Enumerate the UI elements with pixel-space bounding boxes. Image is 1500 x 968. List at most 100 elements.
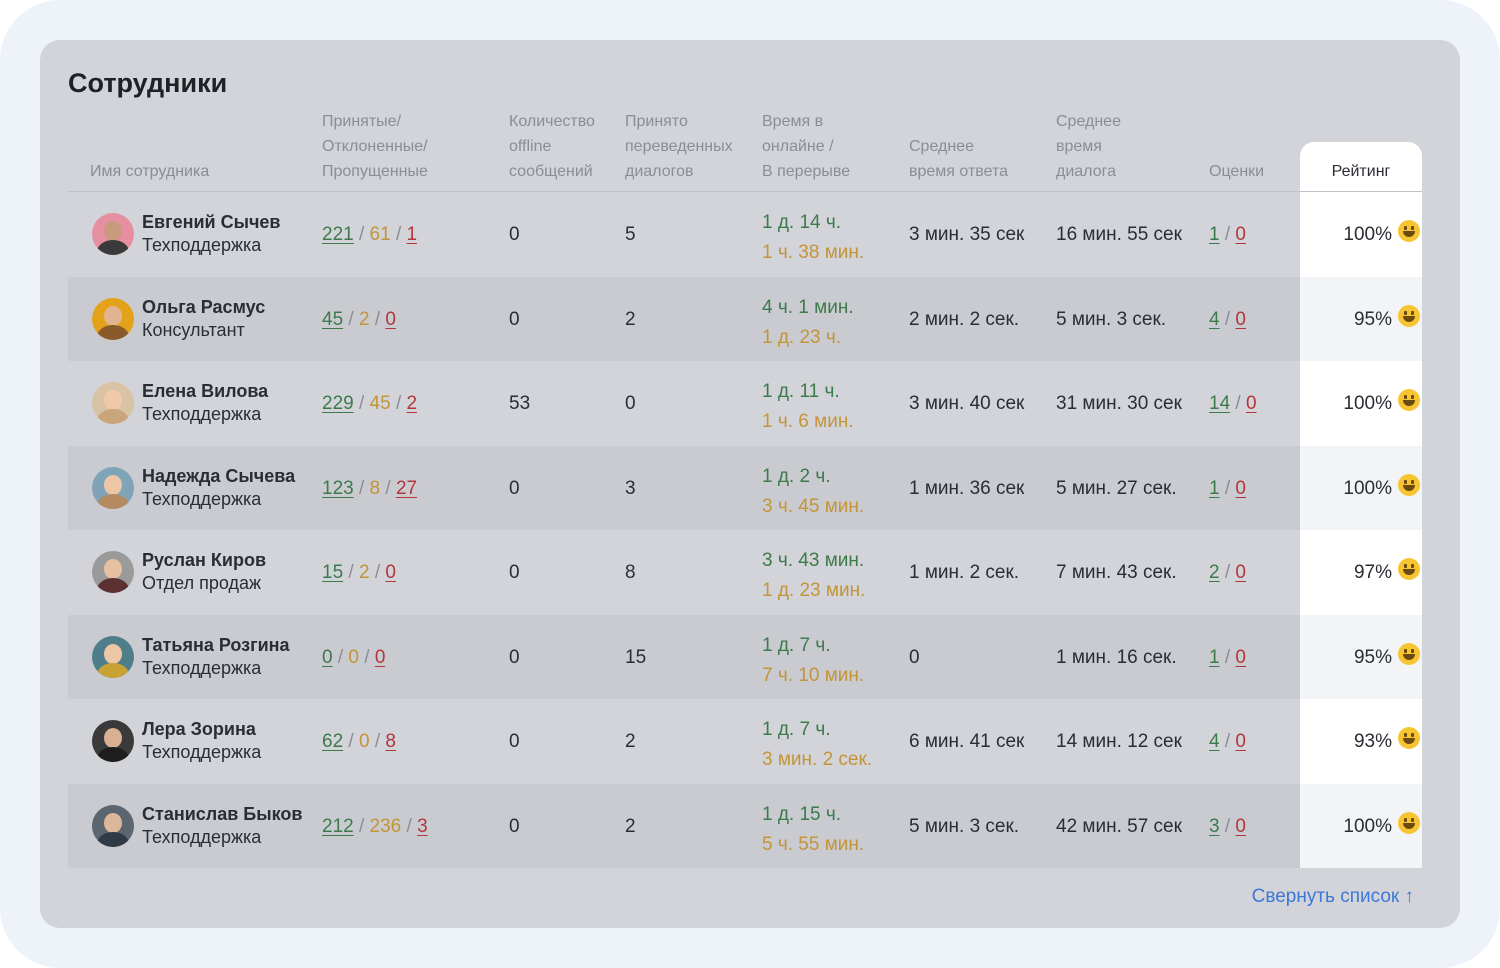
rating-value: 100%: [1343, 815, 1392, 837]
smiley-icon: [1398, 642, 1420, 665]
accepted-rejected-missed: 62 / 0 / 8: [322, 731, 396, 752]
missed-link[interactable]: 0: [385, 562, 396, 583]
collapse-list-link[interactable]: Свернуть список ↑: [1251, 886, 1414, 907]
break-time: 1 ч. 38 мин.: [762, 242, 865, 263]
accepted-link[interactable]: 221: [322, 224, 354, 245]
avatar-body: [97, 409, 129, 424]
avg-dialog-time: 14 мин. 12 сек: [1056, 731, 1182, 752]
missed-link[interactable]: 8: [385, 731, 396, 752]
missed-link[interactable]: 2: [406, 393, 418, 414]
accepted-rejected-missed: 212 / 236 / 3: [322, 815, 428, 837]
missed-link[interactable]: 3: [417, 815, 428, 837]
table-row[interactable]: Ольга Расмус Консультант 45 / 2 / 0 0 2 …: [68, 276, 1422, 361]
avatar-head: [104, 812, 122, 833]
marks: 1 / 0: [1209, 646, 1246, 668]
negative-marks-link[interactable]: 0: [1245, 393, 1257, 414]
header-name: Имя сотрудника: [90, 163, 210, 180]
accepted-link[interactable]: 62: [322, 731, 344, 752]
negative-marks-link[interactable]: 0: [1235, 815, 1246, 837]
missed-link[interactable]: 1: [406, 224, 418, 245]
accepted-link[interactable]: 0: [322, 646, 333, 668]
avatar-body: [97, 578, 129, 593]
avg-dialog-time: 1 мин. 16 сек.: [1056, 646, 1177, 668]
accepted-rejected-missed: 15 / 2 / 0: [322, 562, 396, 583]
negative-marks-link[interactable]: 0: [1235, 477, 1246, 499]
positive-marks-link[interactable]: 4: [1209, 308, 1220, 330]
positive-marks-link[interactable]: 1: [1209, 646, 1220, 668]
online-time: 1 д. 7 ч.: [762, 719, 831, 740]
transferred-count: 8: [625, 562, 636, 583]
header-rating[interactable]: Рейтинг: [1331, 163, 1391, 180]
table-row[interactable]: Евгений Сычев Техподдержка 221 / 61 / 1 …: [68, 192, 1422, 277]
employee-dept: Техподдержка: [142, 657, 262, 678]
avg-dialog-time: 42 мин. 57 сек: [1056, 815, 1182, 837]
negative-marks-link[interactable]: 0: [1235, 731, 1246, 752]
rating-value: 97%: [1353, 562, 1392, 583]
marks: 4 / 0: [1209, 308, 1246, 330]
employee-dept: Отдел продаж: [142, 573, 261, 593]
rejected-count: 236: [369, 815, 402, 837]
positive-marks-link[interactable]: 1: [1209, 477, 1220, 499]
smiley-icon: [1398, 473, 1420, 496]
accepted-link[interactable]: 123: [322, 477, 354, 499]
break-time: 3 ч. 45 мин.: [762, 495, 865, 517]
rejected-count: 45: [369, 393, 391, 414]
avatar: [92, 382, 134, 424]
marks: 14 / 0: [1209, 393, 1257, 414]
online-break-time: 1 д. 7 ч. 3 мин. 2 сек.: [762, 715, 872, 775]
negative-marks-link[interactable]: 0: [1235, 224, 1246, 245]
rating-value: 95%: [1353, 646, 1392, 668]
negative-marks-link[interactable]: 0: [1235, 308, 1246, 330]
avatar-head: [104, 728, 122, 748]
positive-marks-link[interactable]: 3: [1209, 815, 1220, 837]
positive-marks-link[interactable]: 4: [1209, 731, 1220, 752]
avatar-head: [104, 390, 122, 410]
accepted-link[interactable]: 45: [322, 308, 344, 330]
offline-count: 0: [509, 308, 520, 330]
accepted-link[interactable]: 212: [322, 815, 354, 837]
header-offline: Количество offline сообщений: [509, 113, 595, 180]
smiley-icon: [1398, 811, 1420, 834]
accepted-link[interactable]: 229: [322, 393, 354, 414]
avg-dialog-time: 5 мин. 27 сек.: [1056, 477, 1177, 499]
table-row[interactable]: Руслан Киров Отдел продаж 15 / 2 / 0 0 8…: [68, 530, 1422, 615]
positive-marks-link[interactable]: 2: [1209, 562, 1220, 583]
avatar-body: [97, 747, 129, 762]
accepted-rejected-missed: 229 / 45 / 2: [322, 393, 418, 414]
avatar-head: [104, 559, 122, 579]
employee-dept: Техподдержка: [142, 404, 262, 424]
accepted-rejected-missed: 123 / 8 / 27: [322, 477, 418, 499]
missed-link[interactable]: 0: [374, 646, 386, 668]
table-row[interactable]: Лера Зорина Техподдержка 62 / 0 / 8 0 2 …: [68, 699, 1422, 784]
avatar-body: [97, 324, 129, 340]
smiley-icon: [1398, 558, 1420, 580]
table-row[interactable]: Станислав Быков Техподдержка 212 / 236 /…: [68, 783, 1422, 868]
negative-marks-link[interactable]: 0: [1235, 562, 1246, 583]
positive-marks-link[interactable]: 1: [1209, 224, 1220, 245]
table-row[interactable]: Елена Вилова Техподдержка 229 / 45 / 2 5…: [68, 361, 1422, 446]
online-break-time: 4 ч. 1 мин. 1 д. 23 ч.: [762, 293, 854, 353]
missed-link[interactable]: 27: [395, 477, 418, 499]
negative-marks-link[interactable]: 0: [1235, 646, 1246, 668]
online-break-time: 1 д. 11 ч. 1 ч. 6 мин.: [762, 377, 854, 437]
rating-value: 93%: [1353, 731, 1392, 752]
avg-response-time: 5 мин. 3 сек.: [909, 815, 1020, 837]
positive-marks-link[interactable]: 14: [1209, 393, 1231, 414]
avatar-head: [104, 305, 122, 326]
employees-table-body: Евгений Сычев Техподдержка 221 / 61 / 1 …: [68, 192, 1422, 868]
transferred-count: 2: [625, 731, 636, 752]
missed-link[interactable]: 0: [385, 308, 396, 330]
offline-count: 0: [509, 477, 520, 499]
table-row[interactable]: Надежда Сычева Техподдержка 123 / 8 / 27…: [68, 445, 1422, 530]
avatar: [92, 297, 134, 340]
rating-value: 100%: [1343, 477, 1392, 499]
smiley-icon: [1398, 389, 1420, 411]
offline-count: 0: [509, 562, 520, 583]
transferred-count: 5: [625, 224, 636, 245]
employees-card: Сотрудники Имя сотрудника Принятые/Откло…: [40, 40, 1460, 928]
transferred-count: 0: [625, 393, 636, 414]
accepted-link[interactable]: 15: [322, 562, 344, 583]
employee-name: Станислав Быков: [142, 803, 303, 824]
table-row[interactable]: Татьяна Розгина Техподдержка 0 / 0 / 0 0…: [68, 614, 1422, 699]
